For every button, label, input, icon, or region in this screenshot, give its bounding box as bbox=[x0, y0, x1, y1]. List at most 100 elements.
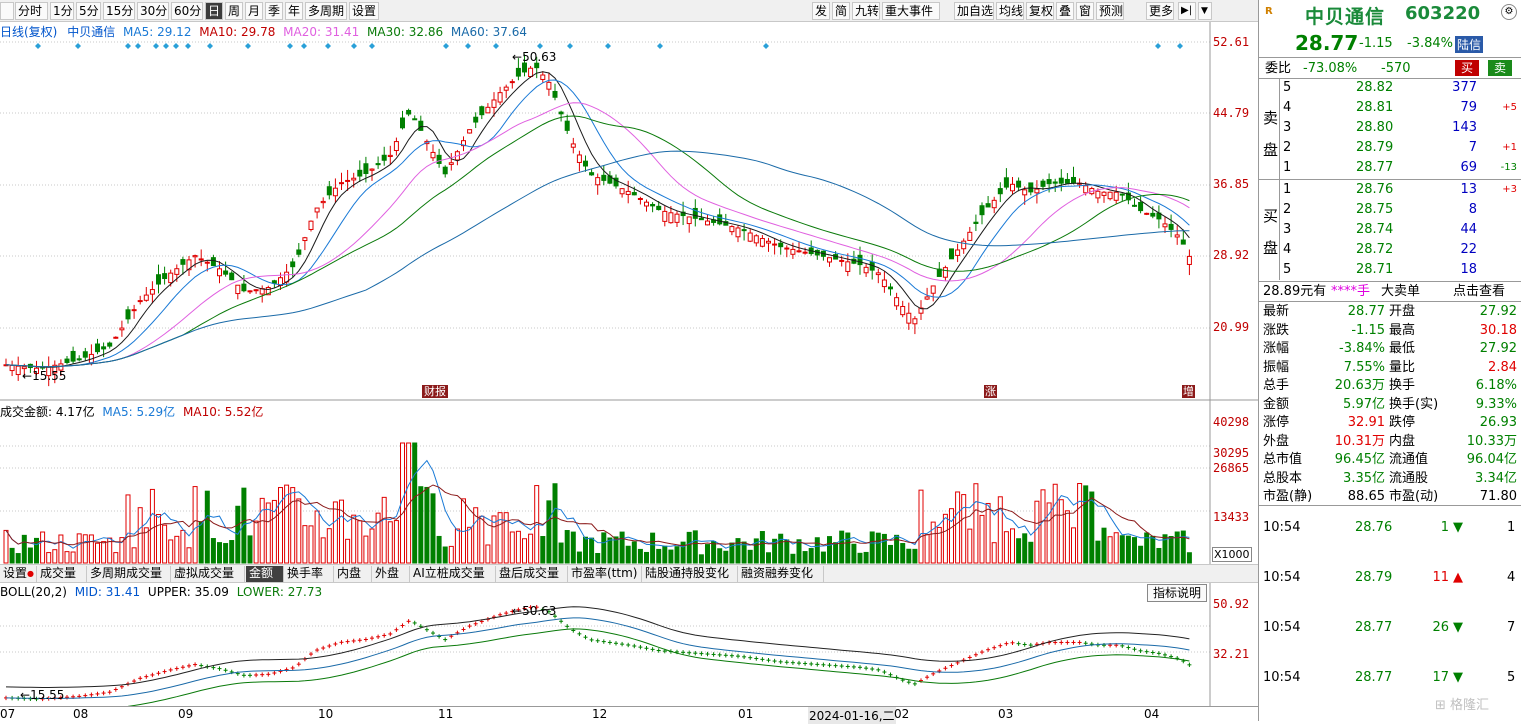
volume-bar bbox=[985, 502, 991, 564]
stat-value: 28.77 bbox=[1347, 304, 1385, 319]
volume-legend: 成交金额: 4.17亿 MA5: 5.29亿 MA10: 5.52亿 bbox=[0, 403, 263, 420]
forecast-button[interactable]: 预测 bbox=[1096, 2, 1124, 20]
volume-bar bbox=[705, 544, 710, 564]
indicator-tab-multi-volume[interactable]: 多周期成交量 bbox=[87, 566, 171, 582]
event-marker-add[interactable]: 增 bbox=[1182, 385, 1195, 398]
stat-label: 涨停 bbox=[1263, 415, 1290, 430]
add-watchlist-button[interactable]: 加自选 bbox=[954, 2, 994, 20]
volume-bar bbox=[3, 529, 9, 564]
volume-bar bbox=[1083, 485, 1089, 564]
dropdown-icon[interactable]: ▼ bbox=[1198, 2, 1212, 20]
candle-body bbox=[766, 240, 771, 244]
candle-body bbox=[1003, 177, 1009, 188]
indicator-tab-amount[interactable]: 金额 bbox=[246, 566, 284, 582]
indicator-tab-outer[interactable]: 外盘 bbox=[372, 566, 410, 582]
candle-body bbox=[162, 273, 168, 280]
indicator-tab-ai-volume[interactable]: AI立桩成交量 bbox=[410, 566, 496, 582]
indicator-tab-margin[interactable]: 融资融券变化 bbox=[738, 566, 824, 582]
boll-mid-line bbox=[5, 617, 1190, 699]
candle-body bbox=[534, 62, 540, 69]
candle-body bbox=[491, 99, 497, 108]
volume-bar bbox=[76, 533, 82, 564]
sell-button[interactable]: 卖 bbox=[1488, 60, 1512, 76]
tab-yearly[interactable]: 年 bbox=[285, 2, 303, 20]
volume-bar bbox=[400, 442, 405, 564]
indicator-tab-virtual-volume[interactable]: 虚拟成交量 bbox=[171, 566, 245, 582]
volume-bar bbox=[906, 548, 912, 564]
volume-bar bbox=[1125, 535, 1131, 564]
tab-15min[interactable]: 15分 bbox=[103, 2, 135, 20]
fa-button[interactable]: 发 bbox=[812, 2, 830, 20]
tab-daily[interactable]: 日 bbox=[205, 2, 223, 20]
legend-ma5: MA5: 29.12 bbox=[123, 25, 192, 39]
candle-body bbox=[515, 67, 521, 77]
volume-bar bbox=[558, 542, 564, 564]
candle-body bbox=[9, 364, 15, 372]
indicator-tab-inner[interactable]: 内盘 bbox=[334, 566, 372, 582]
boll-upper-line bbox=[5, 606, 1190, 688]
tab-30min[interactable]: 30分 bbox=[137, 2, 169, 20]
settings-icon[interactable]: ⚙ bbox=[1501, 4, 1517, 20]
tab-multi-period[interactable]: 多周期 bbox=[305, 2, 347, 20]
jiuzhuan-button[interactable]: 九转 bbox=[852, 2, 880, 20]
collapse-icon[interactable]: ▶| bbox=[1178, 2, 1196, 20]
arrow-down-icon: ▼ bbox=[1453, 620, 1463, 635]
board-badge[interactable]: 陆信 bbox=[1455, 36, 1484, 53]
volume-bar bbox=[101, 541, 107, 564]
indicator-help-button[interactable]: 指标说明 bbox=[1147, 584, 1207, 602]
volume-bar bbox=[625, 545, 631, 564]
indicator-tab-settings[interactable]: 设置● bbox=[0, 566, 37, 582]
candle-body bbox=[186, 259, 192, 271]
candle-body bbox=[918, 307, 924, 314]
tab-quarterly[interactable]: 季 bbox=[265, 2, 283, 20]
overlay-button[interactable]: 叠 bbox=[1056, 2, 1074, 20]
major-events-button[interactable]: 重大事件 bbox=[882, 2, 940, 20]
ask-volume: 79 bbox=[1460, 100, 1477, 115]
ma-button[interactable]: 均线 bbox=[996, 2, 1024, 20]
big-order-label: 大卖单 bbox=[1381, 284, 1421, 299]
tab-settings[interactable]: 设置 bbox=[349, 2, 379, 20]
event-marker-earnings[interactable]: 财报 bbox=[422, 385, 448, 398]
candle-body bbox=[332, 187, 338, 197]
candle-body bbox=[583, 160, 588, 167]
chart-area[interactable] bbox=[0, 22, 1258, 721]
volume-bar bbox=[412, 442, 418, 564]
stat-row: 外盘 10.31万 内盘 10.33万 bbox=[1259, 432, 1521, 451]
tab-fenshi[interactable]: 分时 bbox=[15, 2, 48, 20]
bid-row: 1 28.76 13 +3 bbox=[1259, 180, 1521, 199]
event-marker-up[interactable]: 涨 bbox=[984, 385, 997, 398]
more-button[interactable]: 更多 bbox=[1146, 2, 1174, 20]
volume-bar bbox=[64, 551, 70, 564]
indicator-tab-pe[interactable]: 市盈率(ttm) bbox=[568, 566, 642, 582]
candle-body bbox=[509, 81, 515, 84]
buy-button[interactable]: 买 bbox=[1455, 60, 1479, 76]
volume-bar bbox=[454, 528, 460, 564]
tab-60min[interactable]: 60分 bbox=[171, 2, 203, 20]
window-button[interactable]: 窗 bbox=[1076, 2, 1094, 20]
adjust-button[interactable]: 复权 bbox=[1026, 2, 1054, 20]
candle-body bbox=[1174, 234, 1180, 238]
stat-label: 换手(实) bbox=[1389, 396, 1439, 412]
volume-bar bbox=[223, 543, 229, 564]
tab-weekly[interactable]: 周 bbox=[225, 2, 243, 20]
candle-body bbox=[21, 366, 27, 370]
stat-label: 量比 bbox=[1389, 359, 1416, 375]
jian-button[interactable]: 简 bbox=[832, 2, 850, 20]
volume-bar bbox=[766, 552, 771, 564]
indicator-tab-afterhours[interactable]: 盘后成交量 bbox=[496, 566, 568, 582]
tab-monthly[interactable]: 月 bbox=[245, 2, 263, 20]
candle-body bbox=[790, 248, 796, 255]
ask-volume: 69 bbox=[1460, 160, 1477, 175]
tab-5min[interactable]: 5分 bbox=[76, 2, 101, 20]
volume-legend-title: 成交金额: 4.17亿 bbox=[0, 405, 95, 419]
volume-bar bbox=[485, 544, 491, 564]
candle-body bbox=[552, 90, 558, 98]
indicator-tab-hk-holding[interactable]: 陆股通持股变化 bbox=[642, 566, 738, 582]
tab-1min[interactable]: 1分 bbox=[50, 2, 74, 20]
big-order-link[interactable]: 点击查看 bbox=[1453, 284, 1506, 299]
candle-body bbox=[223, 270, 229, 275]
indicator-tab-turnover[interactable]: 换手率 bbox=[284, 566, 334, 582]
candle-body bbox=[1064, 178, 1070, 184]
volume-bar bbox=[644, 551, 649, 564]
indicator-tab-volume[interactable]: 成交量 bbox=[37, 566, 87, 582]
